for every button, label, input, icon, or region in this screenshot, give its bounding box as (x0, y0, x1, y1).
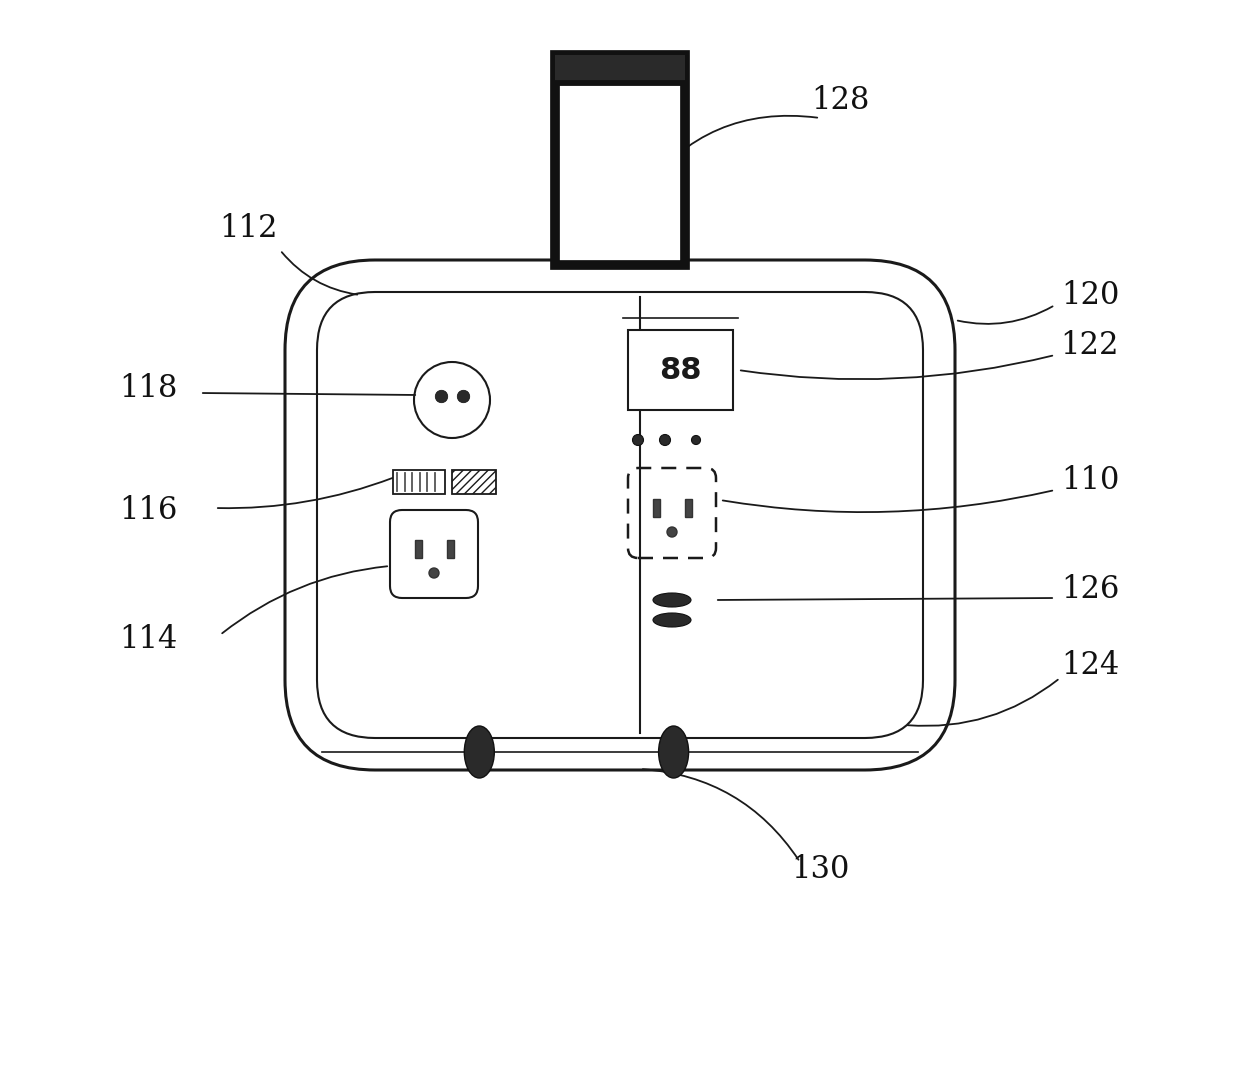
Text: 88: 88 (660, 355, 702, 385)
Ellipse shape (653, 613, 691, 627)
Text: 112: 112 (218, 213, 278, 243)
FancyBboxPatch shape (285, 261, 955, 770)
Bar (414, 540, 422, 558)
Text: 110: 110 (1060, 464, 1120, 496)
Bar (652, 499, 660, 517)
Bar (393, 470, 445, 494)
Circle shape (429, 568, 439, 578)
Bar (556, 54, 684, 265)
Text: 126: 126 (1060, 574, 1120, 606)
Text: 120: 120 (1060, 279, 1120, 311)
Ellipse shape (653, 593, 691, 607)
Text: 122: 122 (1060, 329, 1120, 361)
Text: 128: 128 (811, 85, 869, 116)
Text: 130: 130 (791, 855, 849, 885)
Text: 124: 124 (1061, 650, 1120, 680)
Circle shape (667, 526, 677, 537)
Circle shape (660, 435, 671, 446)
Bar (453, 470, 496, 494)
Circle shape (692, 436, 701, 445)
FancyBboxPatch shape (391, 510, 477, 598)
Bar (446, 540, 454, 558)
Bar (627, 330, 733, 410)
Bar (684, 499, 692, 517)
Bar (556, 54, 684, 83)
Circle shape (632, 435, 644, 446)
Text: 114: 114 (119, 625, 177, 655)
Ellipse shape (658, 726, 688, 778)
Text: 118: 118 (119, 373, 177, 403)
Text: 116: 116 (119, 495, 177, 525)
Ellipse shape (464, 726, 495, 778)
